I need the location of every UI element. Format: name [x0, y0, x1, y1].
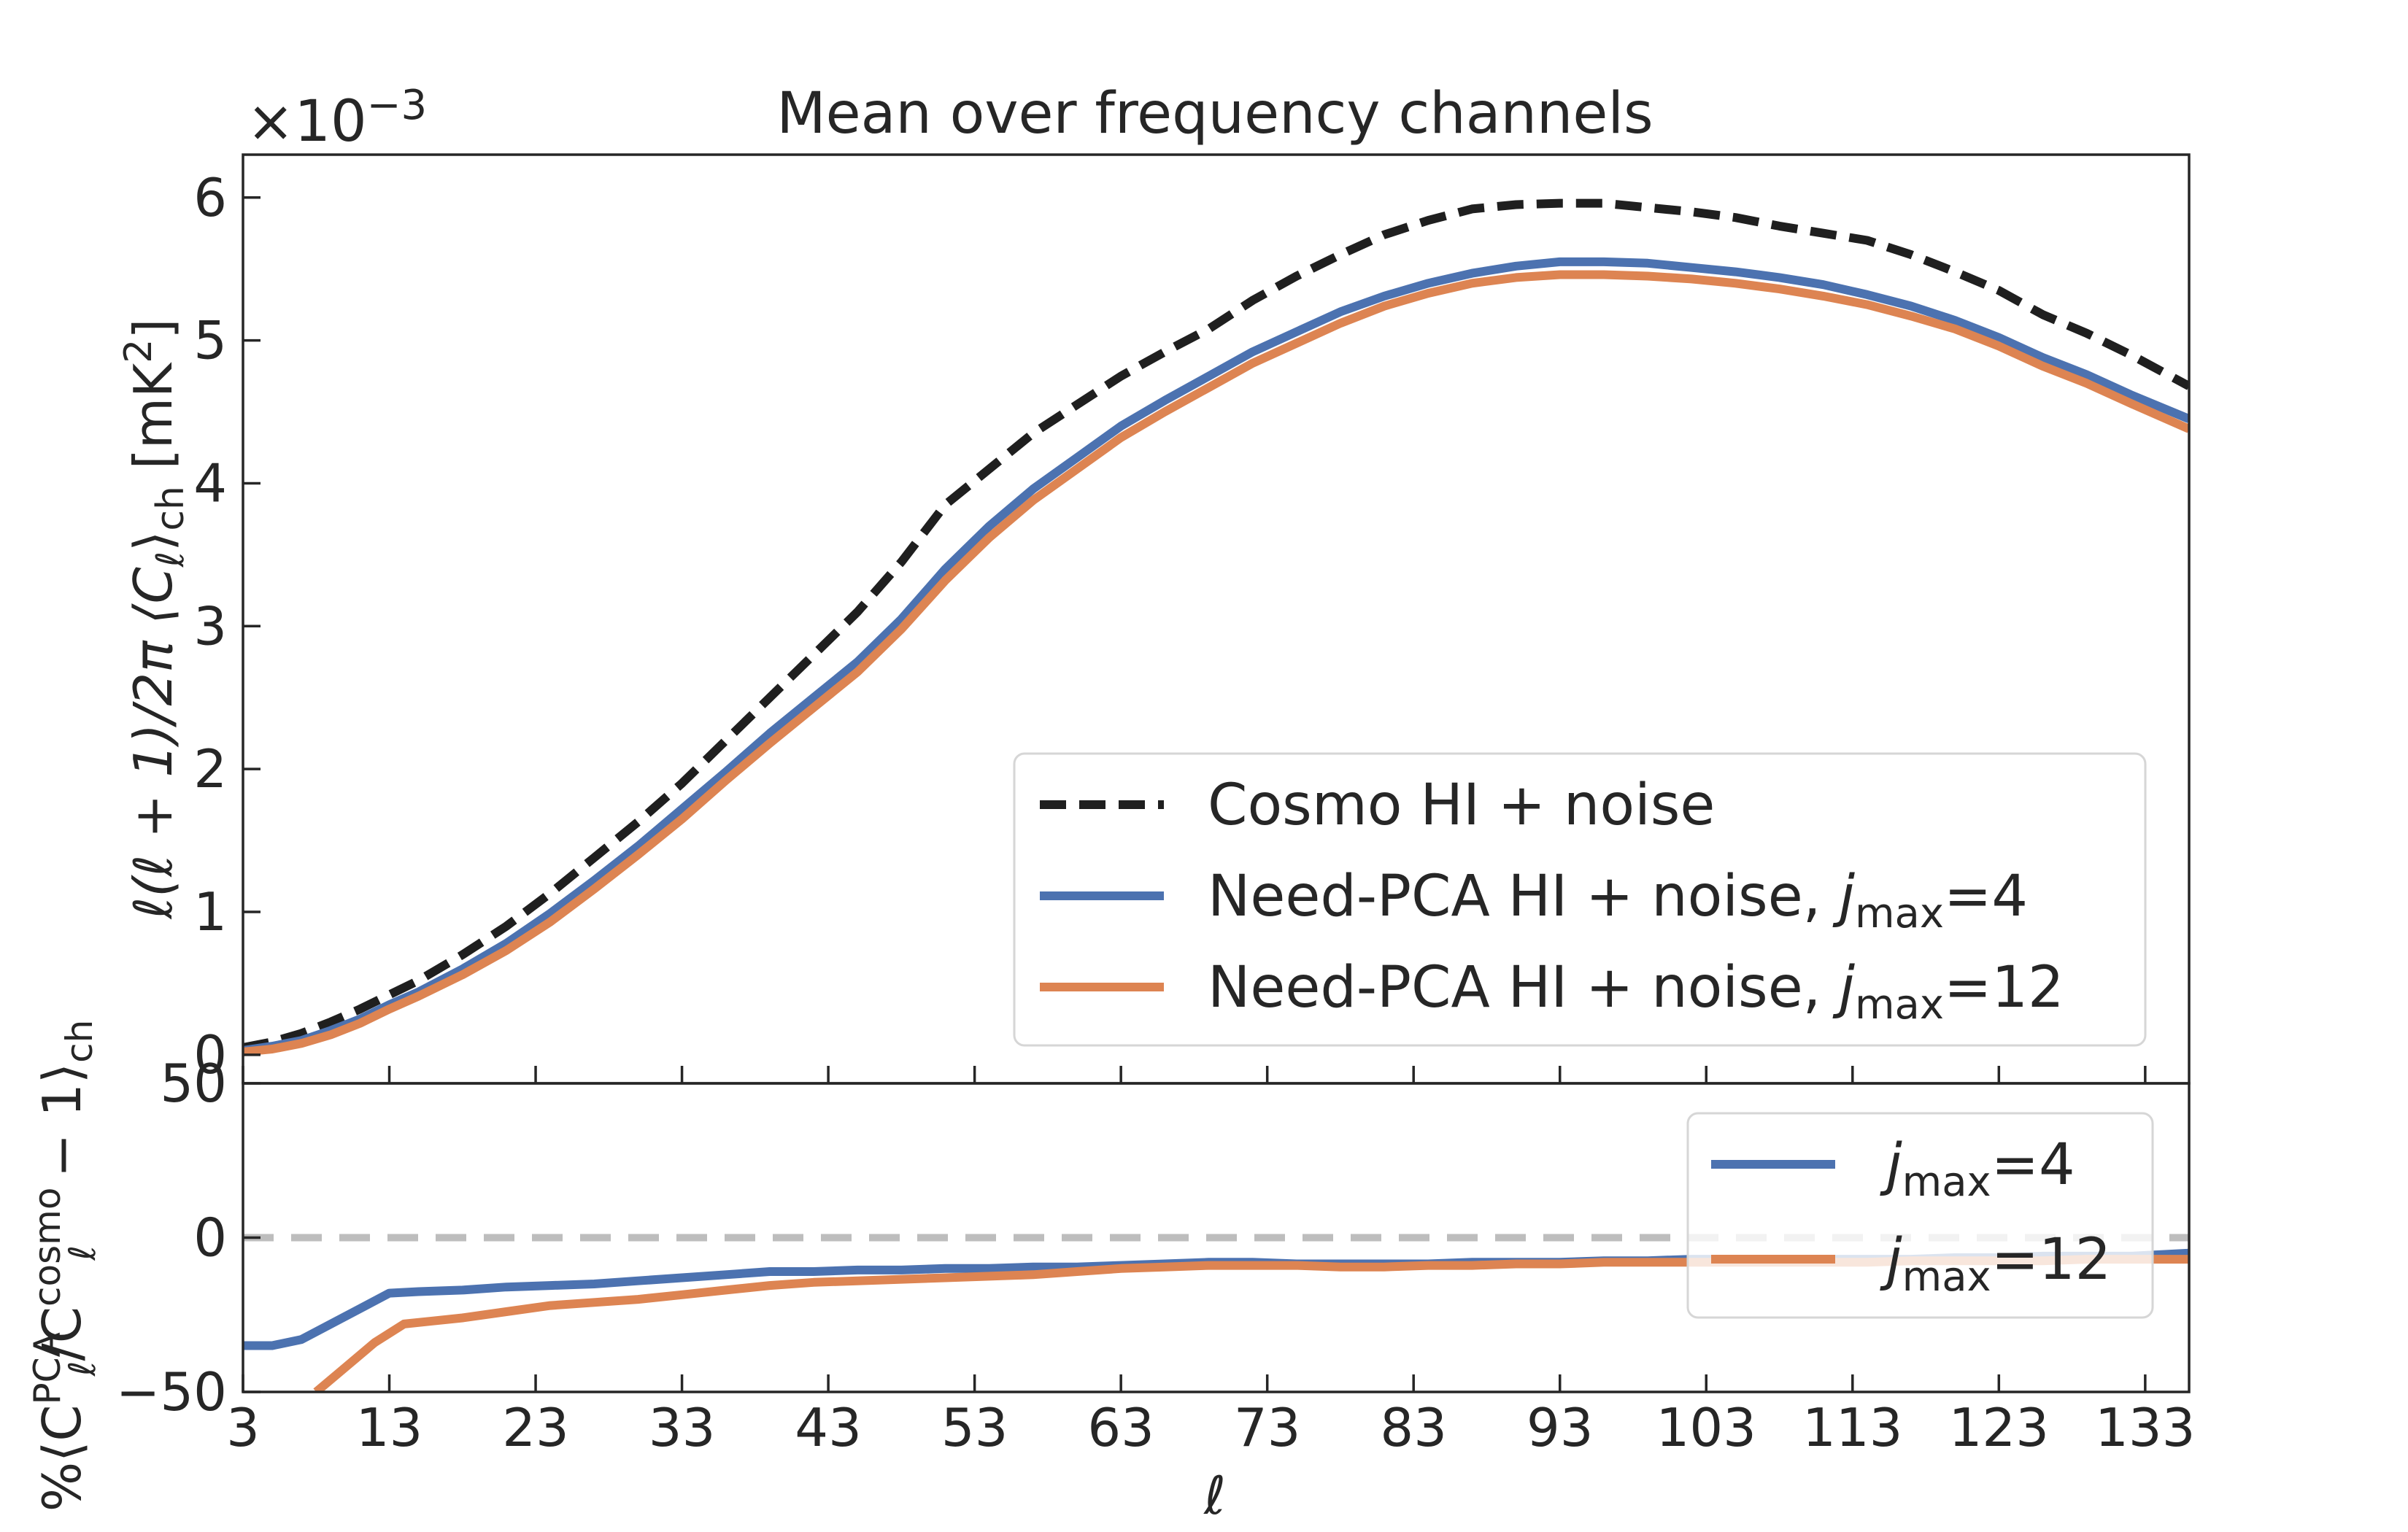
- legend-label-cosmo: Cosmo HI + noise: [1208, 773, 1715, 838]
- top-series-group: [243, 198, 2189, 1056]
- x-tick-label: 123: [1949, 1397, 2049, 1458]
- bottom-plot-frame: [242, 1082, 2191, 1393]
- legend-label-jmax4: Need-PCA HI + noise, jmax=4: [1208, 864, 2028, 937]
- y-multiplier-base: ×10: [247, 89, 367, 155]
- chart-title: Mean over frequency channels: [776, 81, 1653, 147]
- y-multiplier-exponent: −3: [367, 82, 428, 129]
- x-tick-label: 23: [502, 1397, 569, 1458]
- legend-label-jmax12: Need-PCA HI + noise, jmax=12: [1208, 955, 2064, 1029]
- y-multiplier: ×10−3: [247, 82, 427, 155]
- top-legend: Cosmo HI + noise Need-PCA HI + noise, jm…: [1013, 752, 2147, 1047]
- x-tick-label: 113: [1802, 1397, 1902, 1458]
- top-y-tick-label: 6: [193, 167, 227, 228]
- bottom-y-tick-label: 0: [193, 1207, 227, 1269]
- top-y-tick-label: 3: [193, 595, 227, 657]
- x-tick-label: 63: [1087, 1397, 1154, 1458]
- series-line-jmax4: [243, 257, 2189, 1055]
- x-tick-label: 43: [795, 1397, 862, 1458]
- top-panel: Mean over frequency channels ×10−3 0 1 2 3 4…: [117, 81, 2191, 1086]
- bottom-y-tick-label: 50: [160, 1053, 227, 1114]
- x-tick-label: 53: [941, 1397, 1008, 1458]
- bottom-x-ticks: 3 13 23 33 43 53 63 73 83 93 103 113 123 133: [226, 1374, 2196, 1458]
- x-tick-label: 133: [2095, 1397, 2195, 1458]
- x-tick-label: 73: [1234, 1397, 1301, 1458]
- bottom-y-ticks: −50 0 50: [116, 1053, 261, 1423]
- top-legend-frame: [1013, 752, 2147, 1047]
- x-axis-label: ℓ: [1203, 1465, 1226, 1526]
- top-y-tick-label: 1: [193, 881, 227, 943]
- bottom-y-tick-label: −50: [116, 1361, 227, 1423]
- x-tick-label: 103: [1656, 1397, 1756, 1458]
- x-tick-label: 33: [649, 1397, 716, 1458]
- top-y-tick-label: 4: [193, 452, 227, 514]
- top-y-tick-label: 2: [193, 738, 227, 800]
- x-tick-label: 93: [1527, 1397, 1594, 1458]
- top-x-ticks: [242, 1066, 2147, 1083]
- top-y-tick-label: 5: [193, 310, 227, 371]
- x-tick-label: 3: [226, 1397, 260, 1458]
- x-tick-label: 83: [1380, 1397, 1447, 1458]
- series-line-jmax12: [243, 270, 2189, 1056]
- top-y-axis-label: ℓ(ℓ + 1)/2π ⟨Cℓ⟩ch [mK2]: [117, 319, 193, 921]
- top-y-tick-label: 0: [193, 1024, 227, 1086]
- bottom-legend: jmax=4 jmax=12: [1686, 1112, 2154, 1319]
- x-tick-label: 13: [356, 1397, 423, 1458]
- bottom-y-axis-label: %⟨CPCAℓ/Ccosmoℓ − 1⟩ch: [26, 1020, 104, 1512]
- top-y-ticks: 0 1 2 3 4 5 6: [193, 167, 261, 1086]
